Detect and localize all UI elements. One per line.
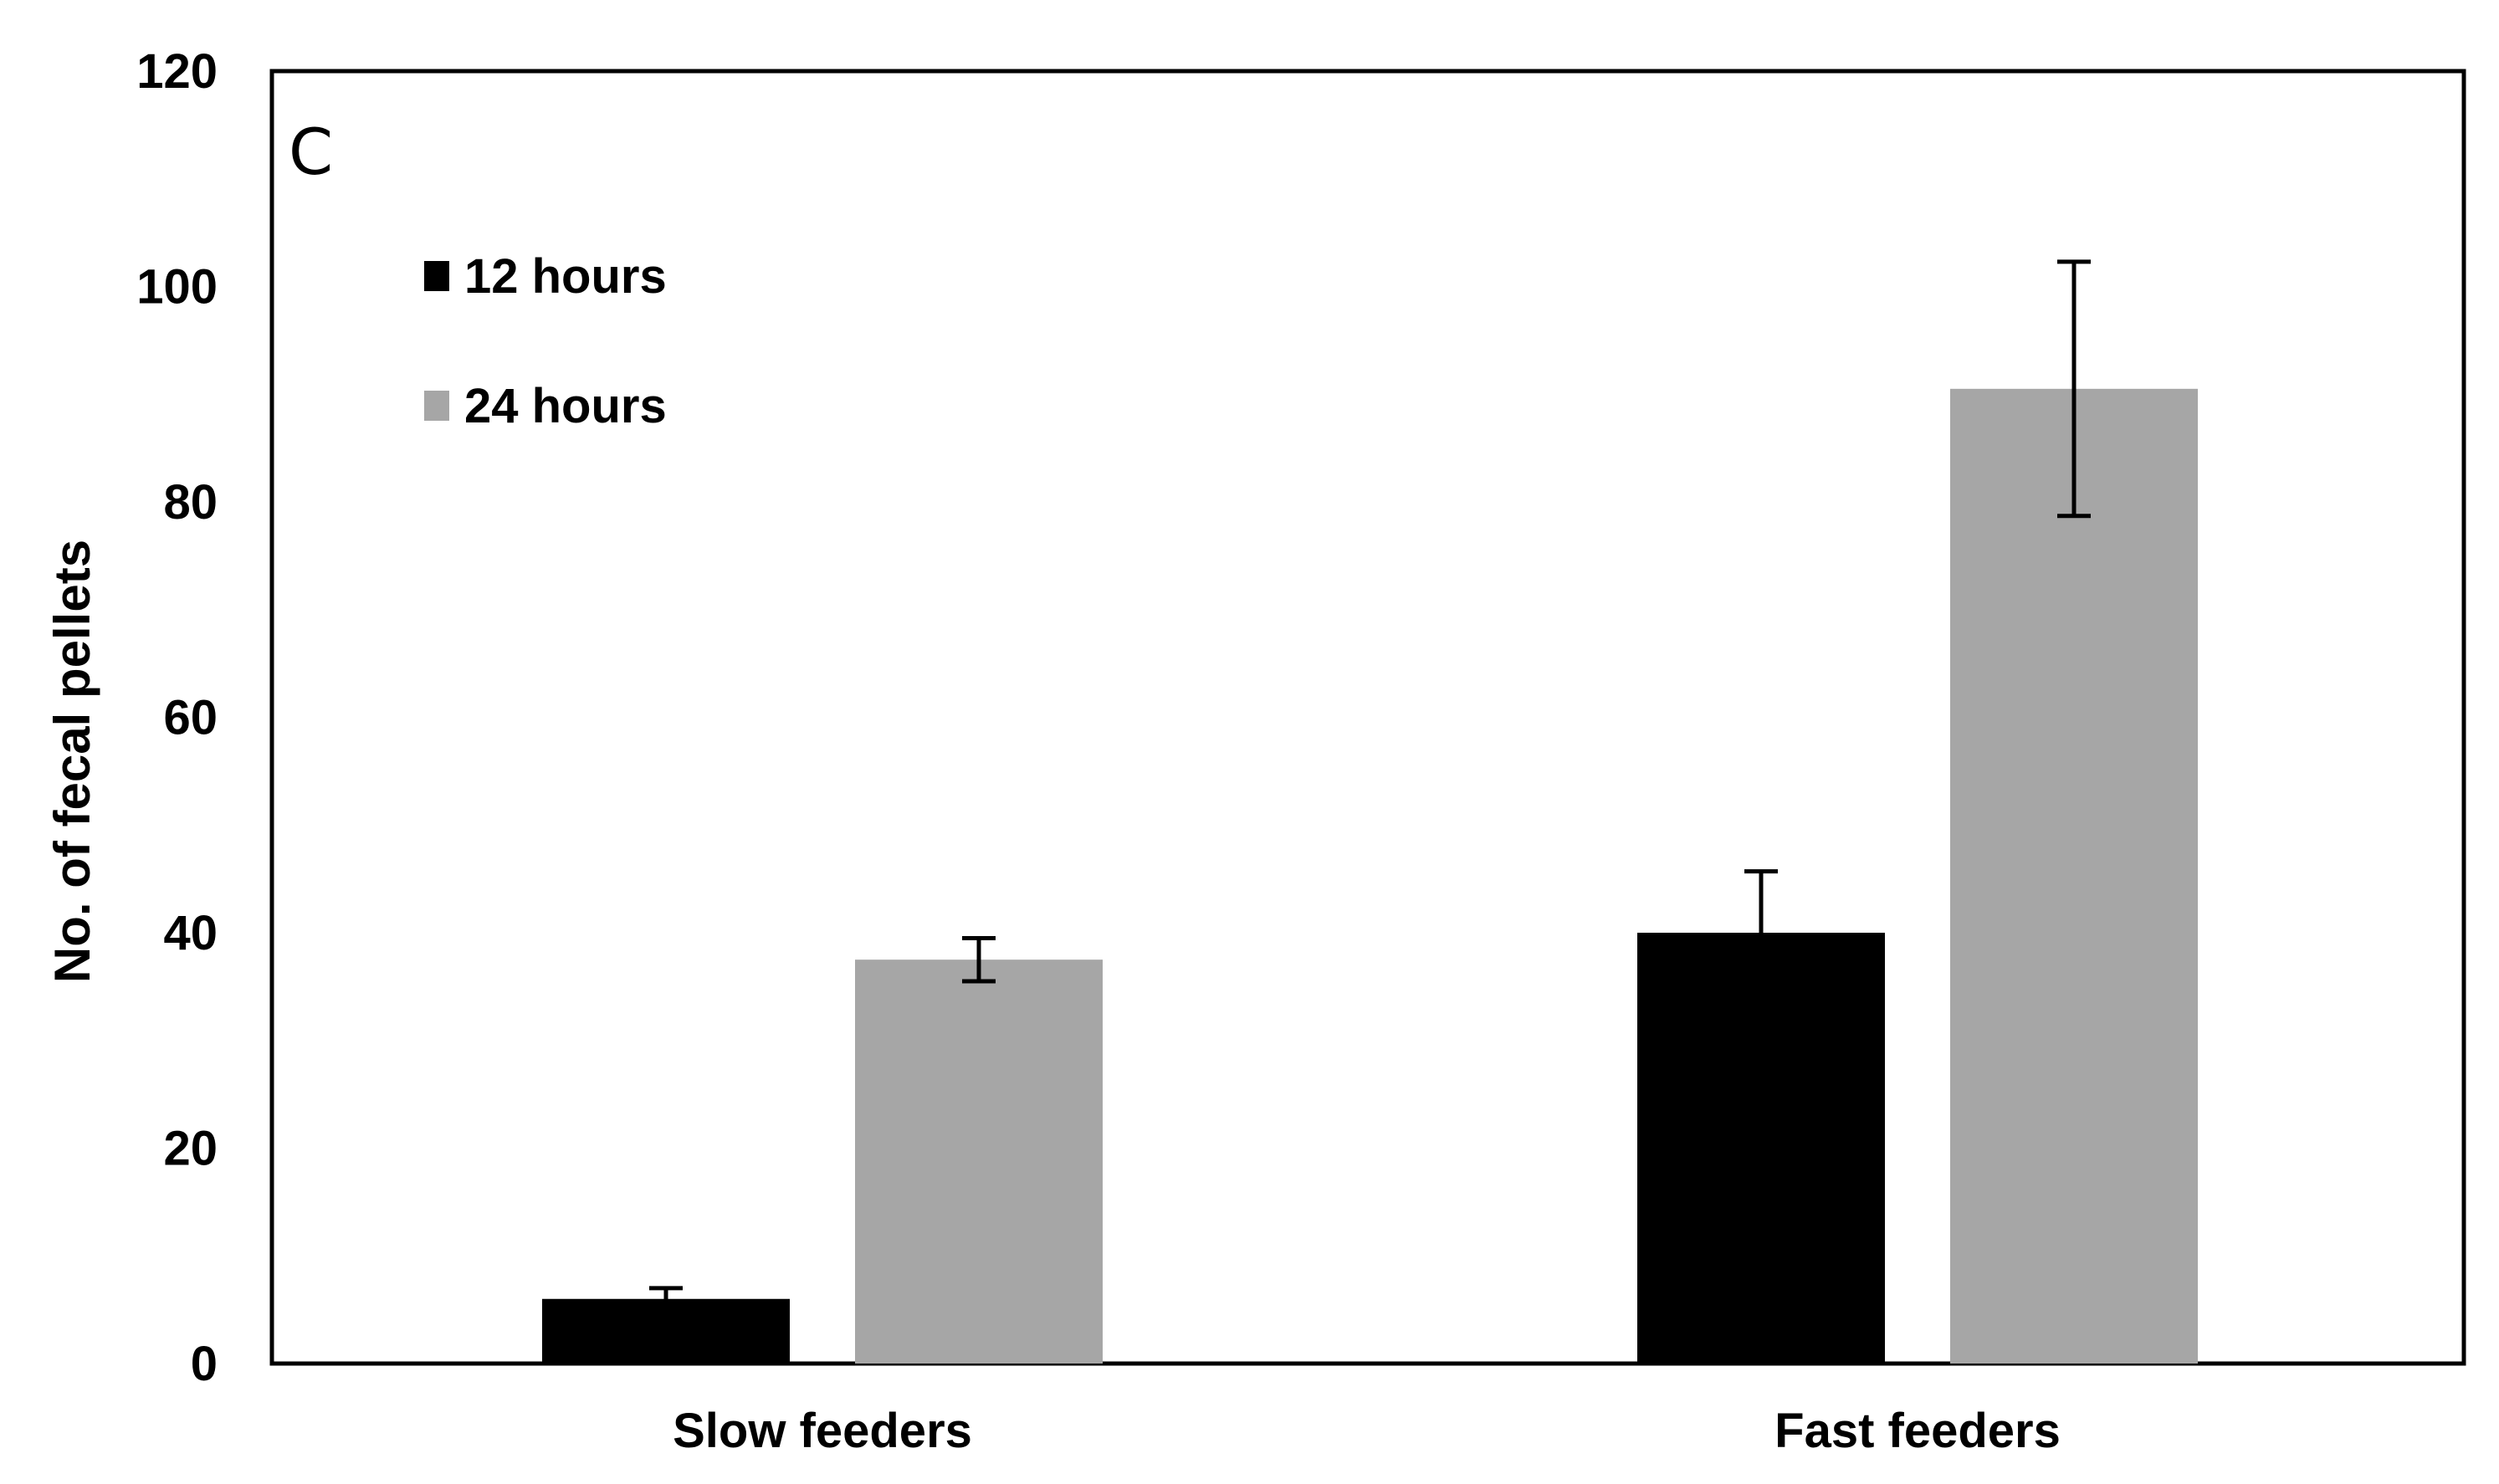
y-tick-label: 40	[163, 906, 218, 960]
x-axis: Slow feeders Fast feeders	[673, 1404, 2061, 1458]
error-bar	[1744, 869, 1778, 996]
x-tick-label: Slow feeders	[673, 1404, 972, 1458]
y-tick-label: 80	[163, 475, 218, 530]
error-bar	[962, 935, 996, 984]
legend-swatch	[424, 261, 449, 291]
panel-label: C	[289, 115, 333, 189]
bar-12-hours-fast-feeders	[1637, 933, 1885, 1364]
error-bar	[2057, 259, 2091, 519]
y-axis: 0 20 40 60 80 100 120	[136, 44, 218, 1391]
y-tick-label: 20	[163, 1122, 218, 1176]
legend-swatch	[424, 391, 449, 421]
bars-group	[542, 259, 2198, 1364]
bar-24-hours-slow-feeders	[855, 959, 1103, 1364]
error-bar	[649, 1286, 683, 1313]
legend: 12 hours 24 hours	[424, 249, 667, 433]
bar-24-hours-fast-feeders	[1950, 388, 2198, 1364]
y-axis-title: No. of fecal pellets	[44, 540, 100, 983]
y-tick-label: 60	[163, 691, 218, 745]
x-tick-label: Fast feeders	[1774, 1404, 2061, 1458]
y-tick-label: 120	[136, 44, 218, 99]
legend-label: 24 hours	[464, 379, 667, 433]
y-tick-label: 100	[136, 260, 218, 315]
y-tick-label: 0	[191, 1337, 218, 1391]
legend-label: 12 hours	[464, 249, 667, 304]
